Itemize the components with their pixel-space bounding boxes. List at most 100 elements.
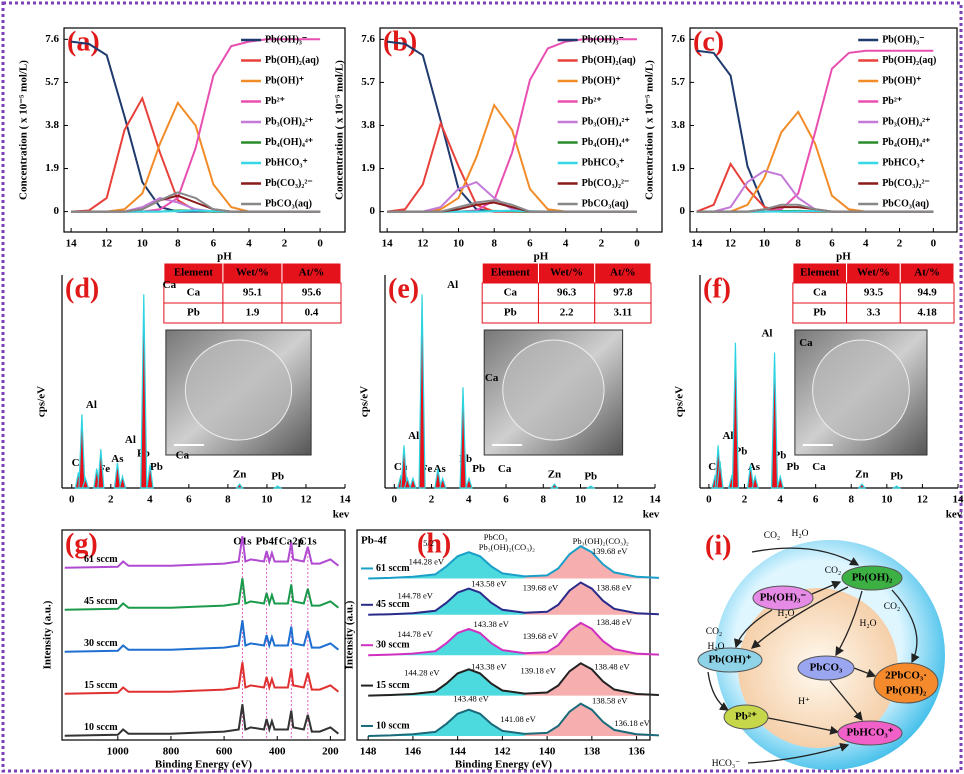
x-tick-label: 14 xyxy=(66,238,78,250)
series-line xyxy=(64,662,340,695)
peak xyxy=(97,449,105,489)
peak xyxy=(746,464,755,489)
legend-label: Pb₃(OH)₄²⁺ xyxy=(882,116,930,127)
plot-frame xyxy=(63,27,346,233)
reagent: HCO₃⁻ xyxy=(712,759,740,769)
peak xyxy=(776,473,785,489)
x-tick-label: 8 xyxy=(491,238,497,250)
node xyxy=(797,655,855,681)
x-tick-label: 400 xyxy=(269,746,286,758)
x-tick-label: 4 xyxy=(563,238,569,250)
annotation: PbCO₃ xyxy=(484,532,508,542)
y-tick-label: 0 xyxy=(54,205,60,217)
peak xyxy=(438,476,447,489)
annotation: Pb4f xyxy=(256,536,278,548)
table-header: Wet/% xyxy=(236,267,269,279)
peak xyxy=(272,485,283,489)
x-tick-label: 14 xyxy=(650,494,662,506)
series-line xyxy=(387,199,637,213)
legend-label: Pb₄(OH)₄⁴⁺ xyxy=(582,137,630,148)
peak-label: Fe xyxy=(421,463,433,475)
series-line xyxy=(64,704,340,737)
x-tick-label: 12 xyxy=(725,238,737,250)
x-axis-label: kev xyxy=(643,509,660,521)
legend-label: Pb(OH)₃⁻ xyxy=(582,34,624,45)
x-tick-label: 600 xyxy=(216,746,233,758)
x-tick-label: 0 xyxy=(706,494,712,506)
annotation: 5/2 xyxy=(423,538,434,548)
annotation: 138.48 eV xyxy=(597,617,633,627)
x-axis-label: pH xyxy=(217,251,232,263)
x-tick-label: 142 xyxy=(494,746,511,758)
legend-label: Pb(OH)₃⁻ xyxy=(265,34,307,45)
reaction-arrows xyxy=(707,547,920,764)
x-tick-label: 6 xyxy=(829,238,835,250)
y-axis-label: Intensity (a.u.) xyxy=(344,600,356,669)
table-cell-text: 1.9 xyxy=(246,307,260,319)
table-cell-text: 4.18 xyxy=(918,307,938,319)
annotation: 139.68 eV xyxy=(523,631,559,641)
peak-label: As xyxy=(434,463,447,475)
node-label: PbCO₃ xyxy=(810,662,843,674)
table-cell-text: 0.4 xyxy=(305,307,319,319)
legend-label: Pb(OH)₃⁻ xyxy=(882,34,924,45)
peak-fill xyxy=(368,628,525,656)
x-tick-label: 2 xyxy=(108,494,114,506)
x-axis-label: kev xyxy=(946,509,963,521)
peak-label: Ca xyxy=(163,279,177,291)
table-cell-text: Pb xyxy=(504,307,517,319)
peak-label: Pb xyxy=(271,471,284,483)
y-axis-label: cps/eV xyxy=(674,386,686,417)
annotation: 144.78 eV xyxy=(397,591,433,601)
peak-label: Pb xyxy=(787,461,800,473)
peak-fill xyxy=(524,622,659,656)
legend-label: Pb(CO₃)₂²⁻ xyxy=(882,178,930,189)
series-line xyxy=(368,702,659,737)
peak-label: Al xyxy=(125,434,136,446)
x-tick-label: 0 xyxy=(392,494,398,506)
peak-label: Ca xyxy=(176,449,190,461)
peak-label: Zn xyxy=(855,469,868,481)
x-tick-label: 6 xyxy=(527,238,533,250)
peak-label: Fe xyxy=(99,463,111,475)
reagent: H₂O xyxy=(707,642,724,652)
y-axis-label: cps/eV xyxy=(36,386,48,417)
peak xyxy=(550,483,559,489)
series-line xyxy=(368,621,659,657)
x-axis-label: kev xyxy=(333,509,350,521)
annotation: 138.48 eV xyxy=(594,661,630,671)
legend-label: PbHCO₃⁺ xyxy=(882,157,925,168)
y-tick-label: 1.9 xyxy=(361,162,375,174)
x-tick-label: 4 xyxy=(777,494,783,506)
y-tick-label: 5.7 xyxy=(45,76,59,88)
x-tick-label: 140 xyxy=(539,746,556,758)
table-cell-text: Ca xyxy=(187,287,201,299)
reagent: CO₂ xyxy=(825,566,842,576)
peak-label: Pb xyxy=(890,471,903,483)
sem-particle xyxy=(502,339,605,441)
legend-label: Pb₃(OH)₄²⁺ xyxy=(265,116,313,127)
node-label: Pb(OH)₃⁻ xyxy=(760,592,807,604)
table-header: Wet/% xyxy=(857,267,890,279)
x-tick-label: 146 xyxy=(405,746,422,758)
annotation: 143.48 eV xyxy=(453,694,489,704)
x-tick-label: 8 xyxy=(225,494,231,506)
peak xyxy=(751,473,759,489)
sem-particle xyxy=(184,339,293,441)
table-header: Element xyxy=(174,267,213,279)
sem-particle xyxy=(812,339,910,441)
x-axis-label: Binding Energy (eV) xyxy=(155,759,253,771)
x-tick-label: 4 xyxy=(246,238,252,250)
y-tick-label: 7.6 xyxy=(361,33,375,45)
peak xyxy=(891,485,902,489)
table-cell-text: Pb xyxy=(187,307,200,319)
table-cell-text: Pb xyxy=(813,307,826,319)
y-axis-label: Concentration ( x 10⁻⁵ mol/L) xyxy=(334,60,346,200)
legend-label: Pb(OH)⁺ xyxy=(882,75,921,86)
plot-frame xyxy=(61,529,346,741)
x-tick-label: 8 xyxy=(848,494,854,506)
x-tick-label: 12 xyxy=(612,494,624,506)
peak xyxy=(403,476,412,489)
reagent: H₂O xyxy=(777,609,794,619)
